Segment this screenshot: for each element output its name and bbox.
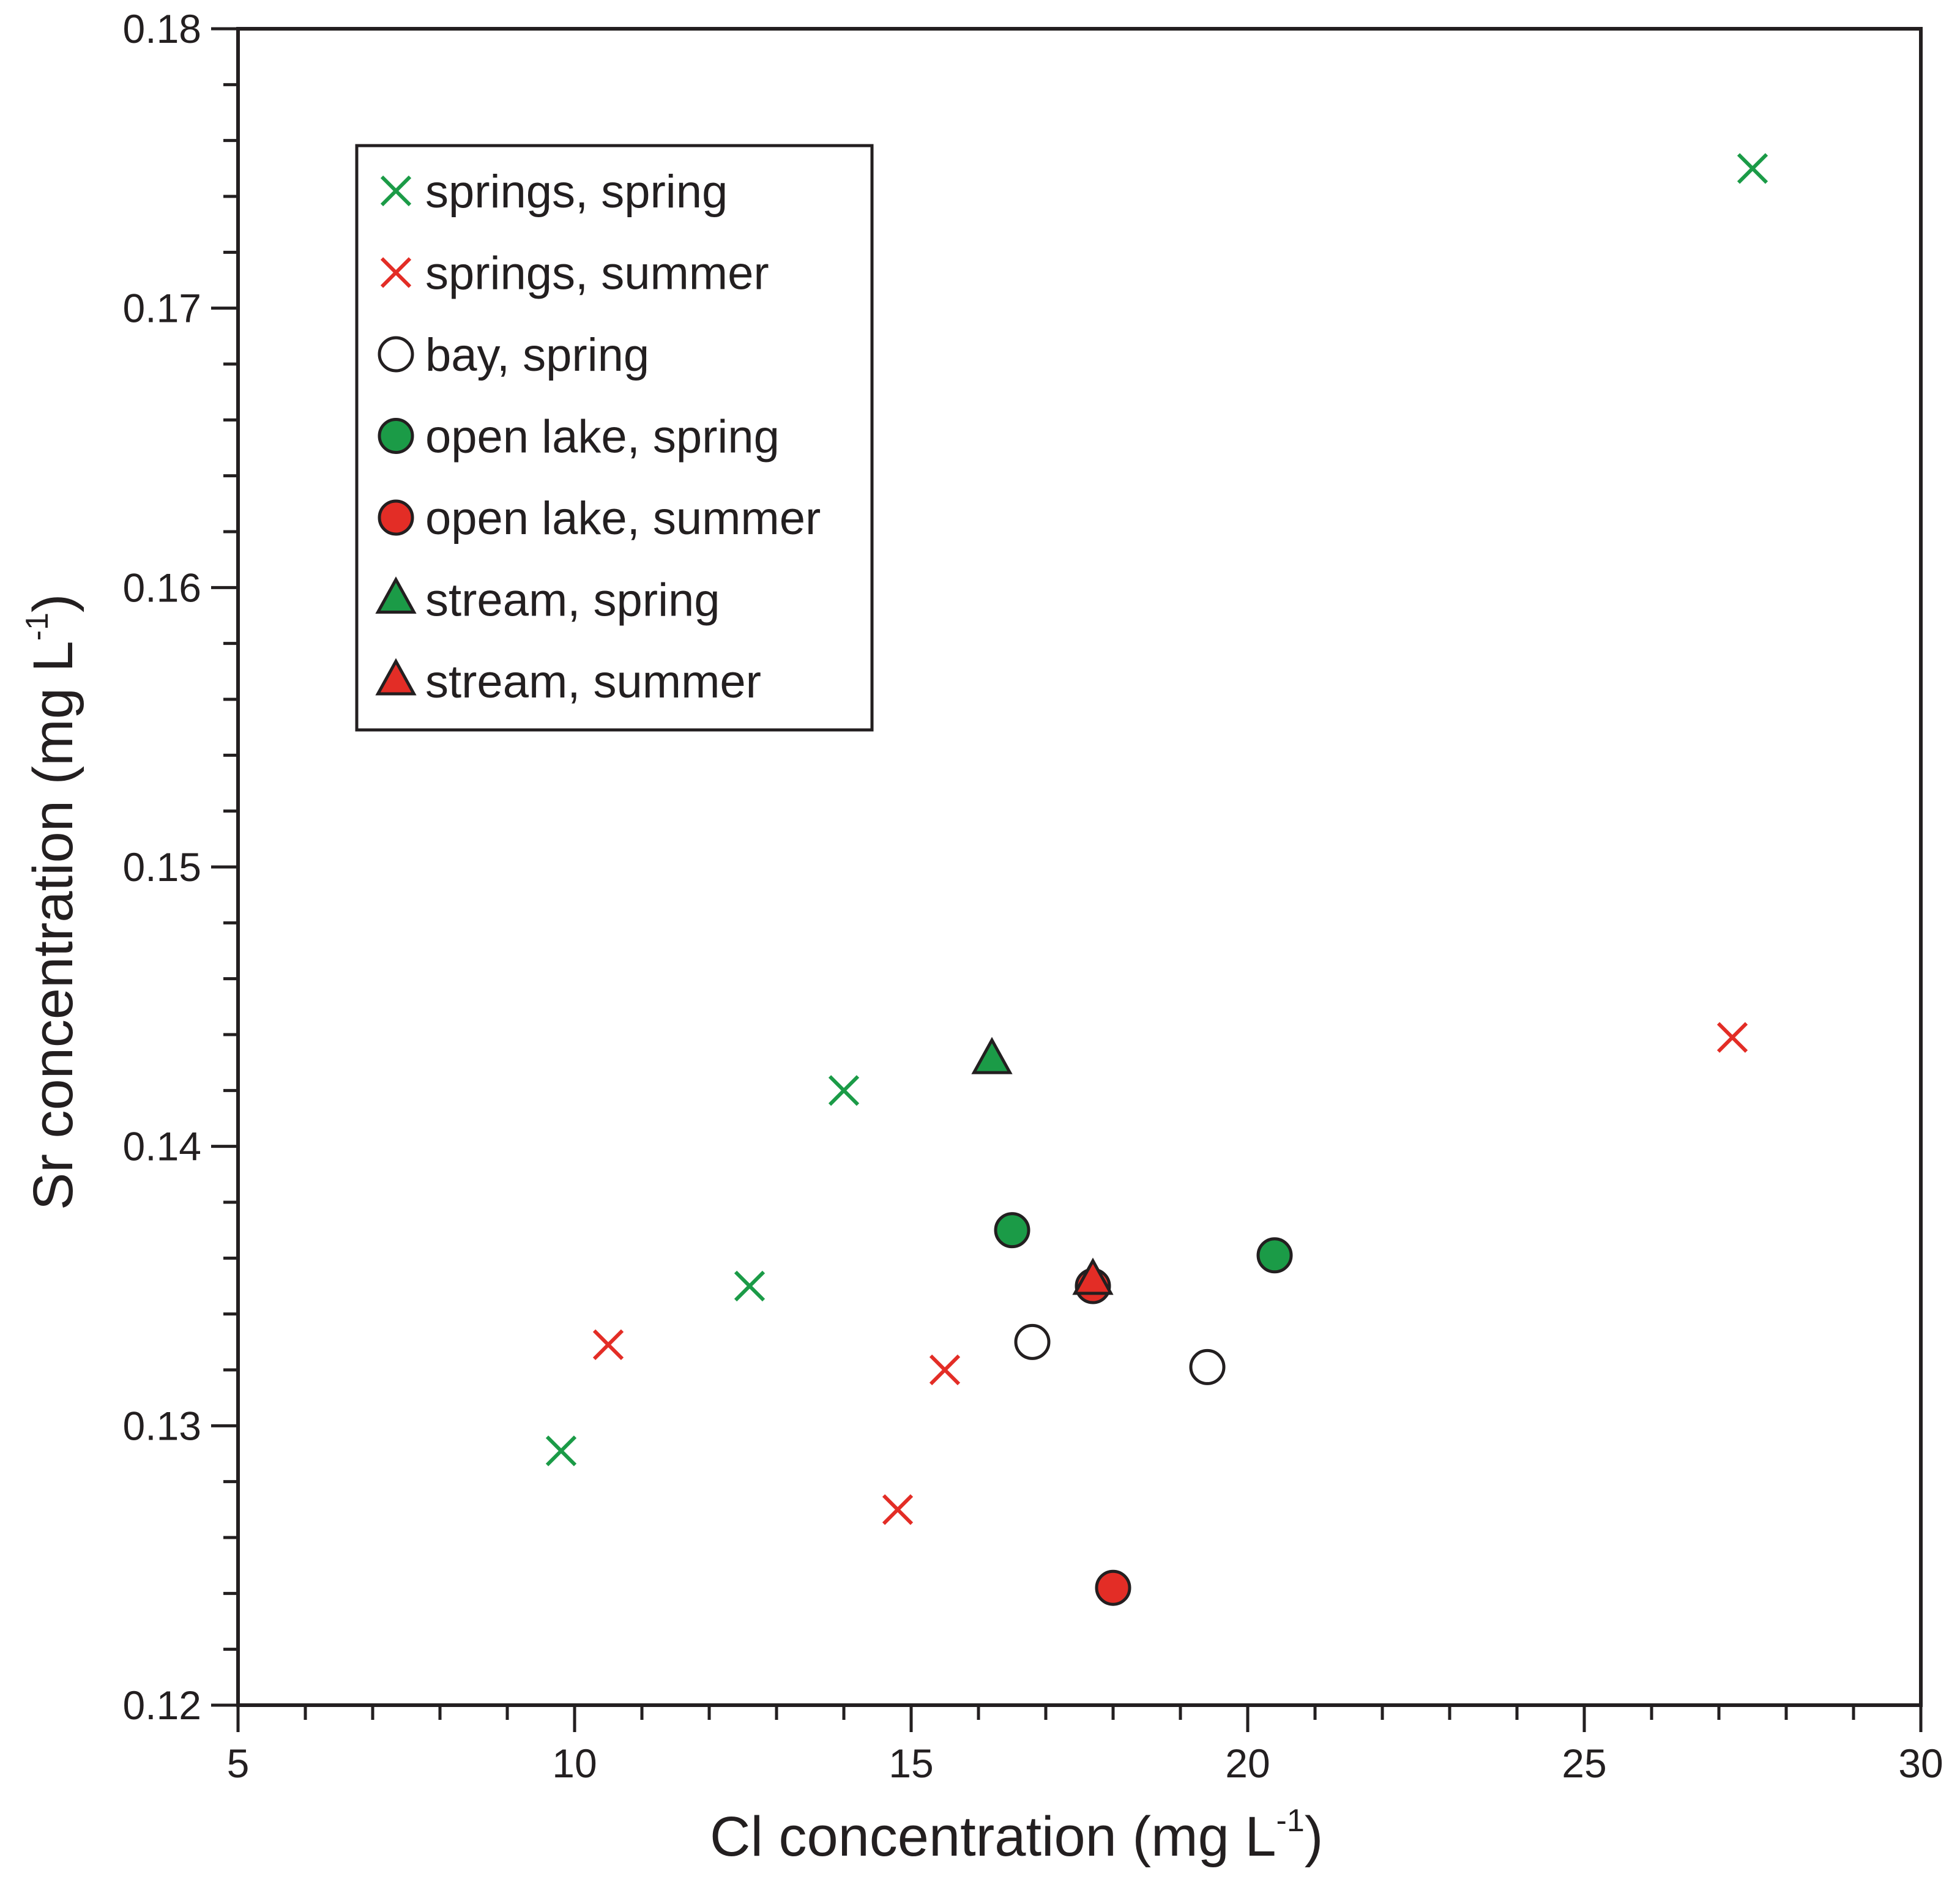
legend-label: stream, spring (425, 575, 720, 627)
circle-point (994, 1212, 1030, 1249)
legend-label: open lake, spring (425, 411, 780, 463)
plot-frame (236, 27, 1923, 1707)
circle-point (1189, 1348, 1226, 1385)
y-axis-title: Sr concentration (mg L-1) (20, 593, 84, 1210)
legend-x-marker (380, 175, 412, 207)
y-tick-label: 0.14 (123, 1124, 201, 1169)
legend-label: stream, summer (425, 656, 761, 708)
legend-box (355, 144, 874, 732)
legend-item: open lake, summer (378, 493, 821, 545)
y-tick-label: 0.16 (123, 565, 201, 610)
legend-label: bay, spring (425, 329, 649, 381)
x-tick-label: 10 (552, 1741, 597, 1786)
legend-label: springs, spring (425, 166, 728, 218)
legend-item: open lake, spring (378, 411, 780, 463)
legend-triangle-marker (375, 576, 417, 614)
y-tick-label: 0.15 (123, 844, 201, 890)
x-point (592, 1329, 624, 1361)
triangle-point (1072, 1257, 1114, 1295)
legend-label: open lake, summer (425, 493, 821, 545)
x-tick-label: 5 (227, 1741, 250, 1786)
legend-circle-marker (378, 336, 414, 373)
x-point (1737, 153, 1768, 184)
x-point (734, 1270, 766, 1302)
legend-circle-marker (378, 418, 414, 454)
circle-point (1014, 1323, 1051, 1360)
triangle-point (971, 1036, 1013, 1074)
legend-x-marker (380, 257, 412, 288)
y-tick-label: 0.13 (123, 1403, 201, 1448)
circle-point (1256, 1237, 1293, 1274)
data-points (545, 153, 1768, 1606)
x-point (828, 1075, 860, 1106)
x-tick-label: 30 (1898, 1741, 1943, 1786)
x-tick-label: 25 (1562, 1741, 1606, 1786)
legend-item: springs, summer (380, 248, 769, 300)
x-point (929, 1354, 961, 1386)
legend-label: springs, summer (425, 248, 769, 300)
x-point (545, 1435, 577, 1467)
circle-point (1095, 1569, 1131, 1606)
x-tick-label: 20 (1225, 1741, 1270, 1786)
legend-item: bay, spring (378, 329, 649, 381)
legend: springs, spring springs, summer bay, sprin… (355, 144, 874, 732)
y-tick-label: 0.18 (123, 6, 201, 51)
legend-item: stream, spring (375, 575, 720, 627)
legend-item: stream, summer (375, 656, 761, 708)
axis-ticks (211, 27, 1923, 1732)
legend-triangle-marker (375, 658, 417, 696)
legend-circle-marker (378, 499, 414, 536)
x-point (882, 1494, 914, 1525)
y-tick-labels: 0.12 0.13 0.14 0.15 0.16 0.17 0.18 (123, 6, 201, 1728)
legend-item: springs, spring (380, 166, 728, 218)
x-axis-title: Cl concentration (mg L-1) (710, 1803, 1323, 1868)
y-tick-label: 0.12 (123, 1683, 201, 1728)
x-tick-label: 15 (889, 1741, 933, 1786)
x-tick-labels: 5 10 15 20 25 30 (227, 1741, 1943, 1786)
y-tick-label: 0.17 (123, 286, 201, 331)
x-point (1716, 1022, 1748, 1053)
